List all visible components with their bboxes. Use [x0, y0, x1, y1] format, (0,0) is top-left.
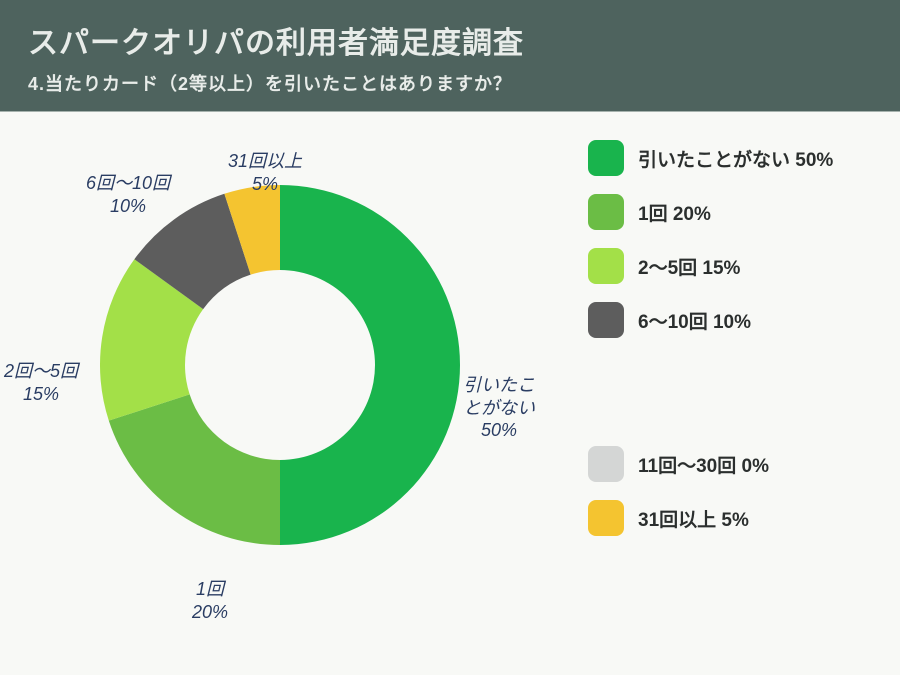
donut-slice-once — [109, 394, 280, 545]
legend-text: 31回以上 5% — [638, 505, 749, 532]
legend-item: 1回 20% — [588, 194, 888, 230]
legend-text: 引いたことがない 50% — [638, 145, 833, 172]
legend-text: 2〜5回 15% — [638, 253, 740, 280]
legend-item: 31回以上 5% — [588, 500, 888, 536]
legend-swatch — [588, 446, 624, 482]
legend-item: 11回〜30回 0% — [588, 446, 888, 482]
header: スパークオリパの利用者満足度調査 4.当たりカード（2等以上）を引いたことはあり… — [0, 0, 900, 112]
donut-chart: 引いたことがない50%1回20%2回～5回15%6回～10回10%31回以上5% — [40, 145, 540, 645]
slice-label-31_plus: 31回以上5% — [228, 150, 302, 195]
legend-item: 6〜10回 10% — [588, 302, 888, 338]
legend-text: 6〜10回 10% — [638, 307, 751, 334]
donut-svg — [100, 185, 460, 545]
slice-label-6_10: 6回～10回10% — [86, 172, 170, 217]
legend-swatch — [588, 302, 624, 338]
slice-label-never: 引いたことがない50% — [458, 374, 540, 442]
donut-slice-never — [280, 185, 460, 545]
slice-label-2_5: 2回～5回15% — [4, 360, 78, 405]
legend-item: 2〜5回 15% — [588, 248, 888, 284]
legend-swatch — [588, 140, 624, 176]
legend-item: 引いたことがない 50% — [588, 140, 888, 176]
legend-swatch — [588, 500, 624, 536]
legend-gap — [588, 356, 888, 446]
legend-swatch — [588, 194, 624, 230]
page-subtitle: 4.当たりカード（2等以上）を引いたことはありますか？ — [28, 70, 872, 96]
legend-text: 11回〜30回 0% — [638, 451, 769, 478]
legend: 引いたことがない 50% 1回 20% 2〜5回 15% 6〜10回 10% 11回〜3… — [588, 140, 888, 554]
slice-label-once: 1回20% — [192, 578, 228, 623]
legend-swatch — [588, 248, 624, 284]
page-title: スパークオリパの利用者満足度調査 — [28, 18, 872, 62]
legend-text: 1回 20% — [638, 199, 711, 226]
